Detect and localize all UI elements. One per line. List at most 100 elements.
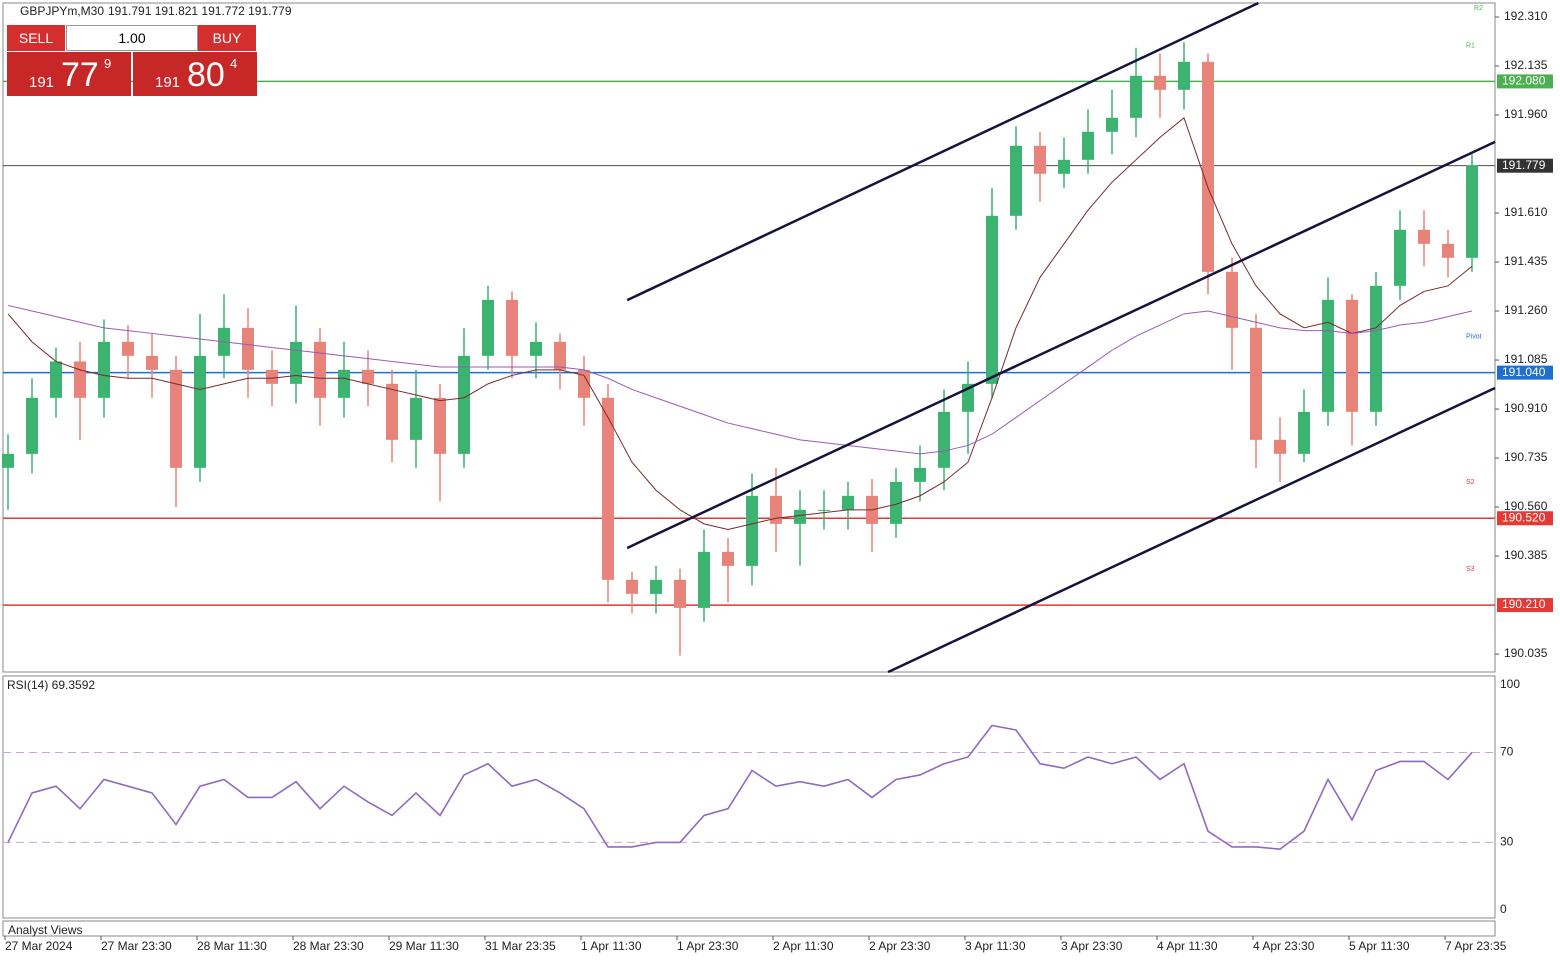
buy-sup: 4 bbox=[230, 56, 238, 71]
rsi-tick-label: 100 bbox=[1500, 677, 1520, 691]
candle-body bbox=[290, 341, 302, 384]
buy-main: 80 bbox=[187, 56, 225, 94]
candle-body bbox=[770, 495, 782, 524]
candle-body bbox=[674, 579, 686, 608]
sell-price[interactable]: 191 77 9 bbox=[7, 52, 131, 96]
lot-input[interactable]: 1.00 bbox=[66, 25, 198, 51]
x-tick-label: 1 Apr 11:30 bbox=[581, 939, 642, 953]
candle-body bbox=[50, 361, 62, 398]
candle-body bbox=[1466, 165, 1478, 258]
candle-body bbox=[506, 299, 518, 356]
candle-body bbox=[818, 509, 830, 511]
y-tick-label: 191.260 bbox=[1504, 303, 1548, 317]
x-tick-label: 3 Apr 11:30 bbox=[965, 939, 1026, 953]
candle-body bbox=[626, 579, 638, 594]
ohlc: 191.791 191.821 191.772 191.779 bbox=[108, 4, 292, 18]
candle-body bbox=[578, 369, 590, 398]
rsi-tick-label: 30 bbox=[1500, 835, 1514, 849]
candle-body bbox=[458, 355, 470, 454]
analyst-views: Analyst Views bbox=[8, 923, 82, 937]
candle-body bbox=[194, 355, 206, 468]
level-tag bbox=[1497, 74, 1553, 89]
sell-button[interactable]: SELL bbox=[7, 25, 65, 51]
analyst-frame bbox=[2, 920, 1496, 937]
candle-body bbox=[170, 369, 182, 468]
y-tick-label: 190.735 bbox=[1504, 450, 1548, 464]
candle-body bbox=[482, 299, 494, 356]
level-tag-label: 191.040 bbox=[1502, 365, 1546, 379]
r2-label: R2 bbox=[1474, 5, 1483, 12]
candle-body bbox=[1154, 75, 1166, 90]
candle-body bbox=[602, 397, 614, 580]
y-tick-label: 192.310 bbox=[1504, 9, 1548, 23]
candle-body bbox=[1130, 75, 1142, 118]
candle-body bbox=[386, 383, 398, 440]
candle-body bbox=[1106, 117, 1118, 132]
level-tag-label: 190.520 bbox=[1502, 510, 1546, 524]
candle-body bbox=[842, 495, 854, 510]
candle-body bbox=[1370, 285, 1382, 412]
candle-body bbox=[2, 453, 14, 468]
moving-average bbox=[7, 116, 1473, 530]
level-tag bbox=[1497, 365, 1553, 380]
candle-body bbox=[146, 355, 158, 370]
candle-body bbox=[986, 215, 998, 384]
candle-body bbox=[1010, 145, 1022, 216]
y-tick-label: 191.610 bbox=[1504, 205, 1548, 219]
moving-average bbox=[7, 304, 1473, 455]
y-tick-label: 190.035 bbox=[1504, 646, 1548, 660]
candle-body bbox=[746, 495, 758, 566]
x-tick-label: 2 Apr 11:30 bbox=[773, 939, 834, 953]
level-tag-label: 192.080 bbox=[1502, 74, 1546, 88]
x-tick-label: 4 Apr 11:30 bbox=[1157, 939, 1218, 953]
candle-body bbox=[1274, 439, 1286, 454]
candle-body bbox=[98, 341, 110, 398]
candle-body bbox=[914, 467, 926, 482]
sell-big: 191 bbox=[29, 74, 55, 91]
sell-sup: 9 bbox=[104, 56, 112, 71]
rsi-frame bbox=[2, 675, 1496, 919]
candle-body bbox=[554, 341, 566, 370]
trendline bbox=[626, 1, 1259, 302]
rsi-line bbox=[7, 724, 1473, 851]
buy-button[interactable]: BUY bbox=[198, 25, 256, 51]
level-name: R1 bbox=[1466, 42, 1475, 49]
sell-main: 77 bbox=[61, 56, 99, 94]
rsi-tick-label: 70 bbox=[1500, 745, 1514, 759]
rsi-tick-label: 0 bbox=[1500, 902, 1507, 916]
main-frame bbox=[2, 2, 1496, 673]
level-tag bbox=[1497, 598, 1553, 613]
y-tick-label: 191.435 bbox=[1504, 254, 1548, 268]
symbol: GBPJPYm,M30 bbox=[20, 4, 104, 18]
candle-body bbox=[1298, 411, 1310, 454]
y-tick-label: 191.085 bbox=[1504, 352, 1548, 366]
candle-body bbox=[362, 369, 374, 384]
candle-body bbox=[890, 481, 902, 524]
level-tag-label: 191.779 bbox=[1502, 158, 1546, 172]
candle-body bbox=[434, 397, 446, 454]
x-tick-label: 28 Mar 11:30 bbox=[197, 939, 267, 953]
level-tag bbox=[1497, 158, 1553, 173]
candle-body bbox=[266, 369, 278, 384]
candle-body bbox=[698, 551, 710, 608]
candle-body bbox=[1322, 299, 1334, 412]
y-tick-label: 192.135 bbox=[1504, 58, 1548, 72]
y-tick-label: 190.910 bbox=[1504, 401, 1548, 415]
candle-body bbox=[1250, 327, 1262, 440]
x-tick-label: 27 Mar 2024 bbox=[5, 939, 73, 953]
candle-body bbox=[938, 411, 950, 468]
candle-body bbox=[1394, 229, 1406, 286]
buy-price[interactable]: 191 80 4 bbox=[133, 52, 257, 96]
level-name: Pivot bbox=[1466, 333, 1482, 340]
candle-body bbox=[1058, 159, 1070, 174]
buy-big: 191 bbox=[155, 74, 181, 91]
candle-body bbox=[74, 361, 86, 398]
x-tick-label: 7 Apr 23:35 bbox=[1445, 939, 1507, 953]
x-tick-label: 1 Apr 23:30 bbox=[677, 939, 739, 953]
candle-body bbox=[410, 397, 422, 440]
trendline bbox=[887, 386, 1496, 674]
level-name: S2 bbox=[1466, 479, 1475, 486]
candle-body bbox=[794, 509, 806, 524]
